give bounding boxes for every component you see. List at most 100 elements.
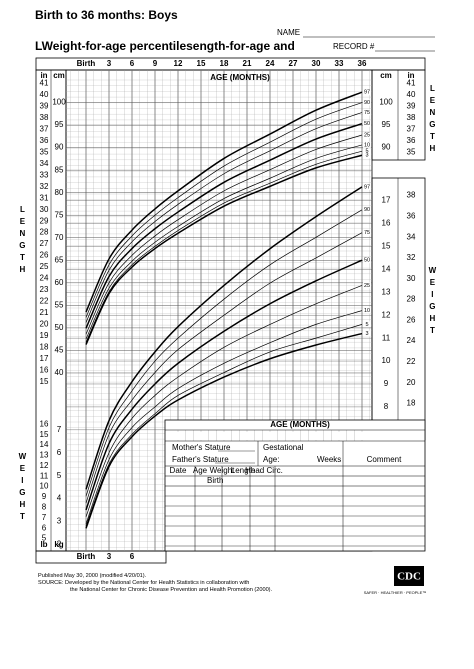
y-tick-label: 40 <box>55 368 64 377</box>
y2-tick-label: 16 <box>40 365 49 374</box>
label-bg <box>265 432 275 440</box>
percentile-label: 97 <box>364 184 370 190</box>
y2-tick-label: 31 <box>40 193 49 202</box>
side-label-length: LENGTH <box>428 84 437 156</box>
percentile-curve <box>85 324 363 527</box>
y2-tick-label: 30 <box>407 274 416 283</box>
y-tick-label: 14 <box>382 264 391 273</box>
unit-label: cm <box>380 71 392 80</box>
side-label-weight: WEIGHT <box>18 452 27 524</box>
y-tick-label: 45 <box>55 346 64 355</box>
y-tick-label: 95 <box>382 120 391 129</box>
y-tick-label: 55 <box>55 300 64 309</box>
footer-source: SOURCE: Developed by the National Center… <box>38 580 249 586</box>
form-label: Gestational <box>263 443 304 452</box>
y2-tick-label: 38 <box>407 113 416 122</box>
x-axis-label: AGE (MONTHS) <box>270 420 330 429</box>
percentile-curve <box>85 259 363 511</box>
y2-tick-label: 27 <box>40 239 49 248</box>
label-bg <box>196 432 206 440</box>
x-tick-label: 24 <box>266 59 275 68</box>
y2-tick-label: 18 <box>40 343 49 352</box>
y-tick-label: 15 <box>382 242 391 251</box>
column-header: Weight <box>210 466 236 475</box>
y2-tick-label: 20 <box>40 320 49 329</box>
label-bg <box>363 89 371 96</box>
label-bg <box>363 282 371 289</box>
unit-label: lb <box>40 540 47 549</box>
form-box <box>164 419 426 552</box>
y-tick-label: 10 <box>382 356 391 365</box>
percentile-curve <box>85 154 363 345</box>
y-tick-label: 90 <box>382 143 391 152</box>
x-tick-label: 27 <box>289 59 298 68</box>
y2-tick-label: 24 <box>407 336 416 345</box>
y2-tick-label: 5 <box>42 534 47 543</box>
y2-tick-label: 41 <box>40 79 49 88</box>
right-columns-top <box>371 69 426 161</box>
y-tick-label: 50 <box>55 323 64 332</box>
percentile-label: 25 <box>364 283 370 289</box>
y2-tick-label: 28 <box>407 295 416 304</box>
y-tick-label: 3 <box>57 517 62 526</box>
y2-tick-label: 37 <box>40 124 49 133</box>
x-tick-label: 3 <box>107 552 112 561</box>
form-label: Mother's Stature <box>172 443 231 452</box>
label-bg <box>363 257 371 264</box>
y-tick-label: 8 <box>384 402 389 411</box>
form-label: Comment <box>367 455 402 464</box>
y-tick-label: 7 <box>57 425 62 434</box>
y-tick-label: 100 <box>379 98 393 107</box>
y2-tick-label: 17 <box>40 354 49 363</box>
label-bg <box>363 99 371 106</box>
x-tick-label: 15 <box>197 59 206 68</box>
label-bg <box>219 432 229 440</box>
y2-tick-label: 14 <box>40 440 49 449</box>
y-tick-label: 65 <box>55 255 64 264</box>
percentile-label: 50 <box>364 121 370 127</box>
y2-tick-label: 40 <box>40 90 49 99</box>
y2-tick-label: 36 <box>407 211 416 220</box>
unit-label: kg <box>54 540 63 549</box>
y-tick-label: 100 <box>52 98 66 107</box>
y-tick-label: 13 <box>382 287 391 296</box>
x-tick-label: 9 <box>153 59 158 68</box>
unit-label: in <box>407 71 414 80</box>
y2-tick-label: 36 <box>407 136 416 145</box>
y2-tick-label: 37 <box>407 124 416 133</box>
y2-tick-label: 7 <box>42 513 47 522</box>
y2-tick-label: 15 <box>40 430 49 439</box>
percentile-curve <box>85 186 363 490</box>
percentile-label: 90 <box>364 207 370 213</box>
y2-tick-label: 6 <box>42 523 47 532</box>
y2-tick-label: 23 <box>40 285 49 294</box>
x-tick-label: 3 <box>107 59 112 68</box>
y2-tick-label: 20 <box>407 378 416 387</box>
x-tick-label: Birth <box>77 59 96 68</box>
form-label: Age: <box>263 455 279 464</box>
name-label: NAME <box>277 28 300 37</box>
y-tick-label: 95 <box>55 120 64 129</box>
label-bg <box>363 229 371 236</box>
y2-tick-label: 11 <box>40 471 49 480</box>
y2-tick-label: 34 <box>407 232 416 241</box>
x-tick-label: 6 <box>130 59 135 68</box>
x-tick-label: 18 <box>220 59 229 68</box>
tagline: SAFER · HEALTHIER · PEOPLE™ <box>364 590 427 595</box>
y-tick-label: 90 <box>55 143 64 152</box>
percentile-label: 75 <box>364 110 370 116</box>
y2-tick-label: 22 <box>407 357 416 366</box>
y2-tick-label: 19 <box>40 331 49 340</box>
percentile-curve <box>85 91 363 313</box>
footer-source: the National Center for Chronic Disease … <box>70 587 273 593</box>
y-tick-label: 80 <box>55 188 64 197</box>
percentile-label: 5 <box>365 322 368 328</box>
y2-tick-label: 8 <box>42 503 47 512</box>
label-bg <box>363 321 371 328</box>
percentile-label: 90 <box>364 100 370 106</box>
bottom-axis-band <box>35 550 167 564</box>
percentile-label: 3 <box>365 153 368 159</box>
